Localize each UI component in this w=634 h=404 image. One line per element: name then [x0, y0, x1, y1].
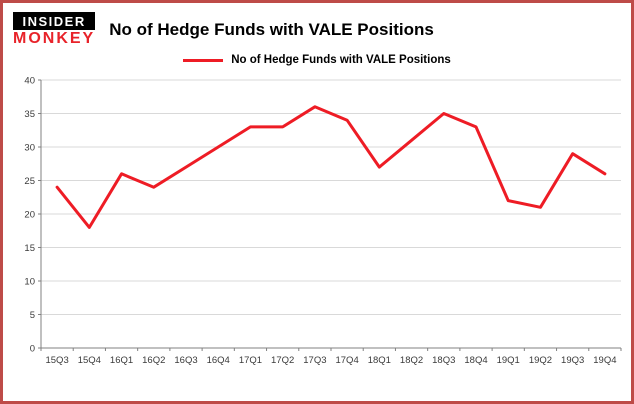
svg-text:16Q1: 16Q1: [110, 355, 133, 366]
svg-text:18Q3: 18Q3: [432, 355, 455, 366]
svg-text:15Q3: 15Q3: [45, 355, 68, 366]
svg-text:15: 15: [24, 243, 35, 254]
svg-text:25: 25: [24, 176, 35, 187]
svg-text:10: 10: [24, 277, 35, 288]
svg-text:18Q1: 18Q1: [368, 355, 391, 366]
svg-text:17Q2: 17Q2: [271, 355, 294, 366]
line-chart: 0 5 10 15 20 25 30 35 40 15Q3 15Q4 16Q1 16Q2 16Q3 16Q4…: [24, 76, 622, 366]
svg-text:19Q1: 19Q1: [497, 355, 520, 366]
logo-insider-text: INSIDER: [13, 12, 96, 30]
logo-monkey-text: MONKEY: [13, 30, 96, 47]
legend-line-icon: [183, 58, 224, 62]
svg-text:16Q4: 16Q4: [207, 355, 230, 366]
chart-legend: No of Hedge Funds with VALE Positions: [3, 54, 631, 66]
svg-text:40: 40: [24, 76, 35, 87]
page-title: No of Hedge Funds with VALE Positions: [109, 20, 434, 39]
svg-text:16Q2: 16Q2: [142, 355, 165, 366]
chart-area: 0 5 10 15 20 25 30 35 40 15Q3 15Q4 16Q1 16Q2 16Q3 16Q4…: [3, 68, 631, 381]
svg-text:18Q2: 18Q2: [400, 355, 423, 366]
svg-text:30: 30: [24, 143, 35, 154]
svg-text:19Q3: 19Q3: [561, 355, 584, 366]
svg-text:5: 5: [30, 310, 35, 321]
svg-text:17Q3: 17Q3: [303, 355, 326, 366]
svg-text:15Q4: 15Q4: [78, 355, 101, 366]
svg-text:35: 35: [24, 109, 35, 120]
svg-text:17Q4: 17Q4: [335, 355, 358, 366]
svg-text:16Q3: 16Q3: [174, 355, 197, 366]
chart-header: INSIDER MONKEY No of Hedge Funds with VA…: [3, 3, 631, 50]
svg-text:18Q4: 18Q4: [464, 355, 487, 366]
svg-text:20: 20: [24, 210, 35, 221]
legend-label: No of Hedge Funds with VALE Positions: [231, 54, 451, 66]
insider-monkey-logo: INSIDER MONKEY: [13, 12, 96, 48]
svg-text:19Q4: 19Q4: [593, 355, 616, 366]
svg-text:19Q2: 19Q2: [529, 355, 552, 366]
svg-text:17Q1: 17Q1: [239, 355, 262, 366]
svg-text:0: 0: [30, 344, 35, 355]
